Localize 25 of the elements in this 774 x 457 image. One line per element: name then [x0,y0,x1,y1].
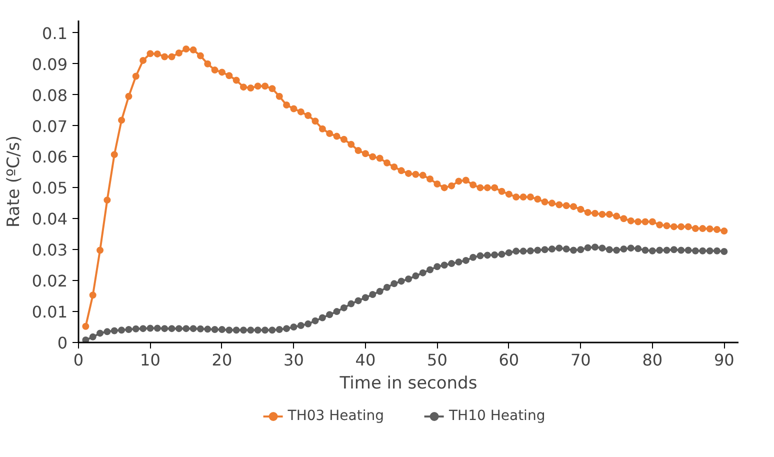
x-tick-label: 40 [355,350,376,370]
y-tick-label: 0.02 [32,272,68,291]
x-tick-label: 20 [212,350,232,370]
y-tick-label: 0.05 [32,178,68,198]
y-tick-label: 0 [57,334,68,352]
x-tick-label: 60 [498,350,520,370]
x-tick-label: 80 [642,350,663,370]
x-axis-title: Time in seconds [338,374,478,394]
x-tick-label: 30 [284,350,304,370]
x-tick-label: 70 [570,350,591,370]
x-tick-label: 90 [714,350,734,370]
y-tick-label: 0.04 [32,210,68,229]
x-tick-label: 0 [73,350,84,370]
y-axis-title: Rate (ºC/s) [4,135,24,228]
y-tick-label: 0.03 [32,240,68,260]
y-tick-label: 0.07 [32,116,68,136]
y-tick-label: 0.01 [32,302,68,322]
legend-label: TH10 Heating [449,408,546,424]
y-tick-label: 0.08 [32,86,68,105]
y-tick-label: 0.06 [32,148,68,167]
y-tick-label: 0.1 [42,24,68,43]
y-tick-label: 0.09 [32,54,68,74]
x-tick-label: 10 [140,350,160,370]
x-tick-label: 50 [427,350,448,370]
legend-label: TH03 Heating [288,408,384,424]
